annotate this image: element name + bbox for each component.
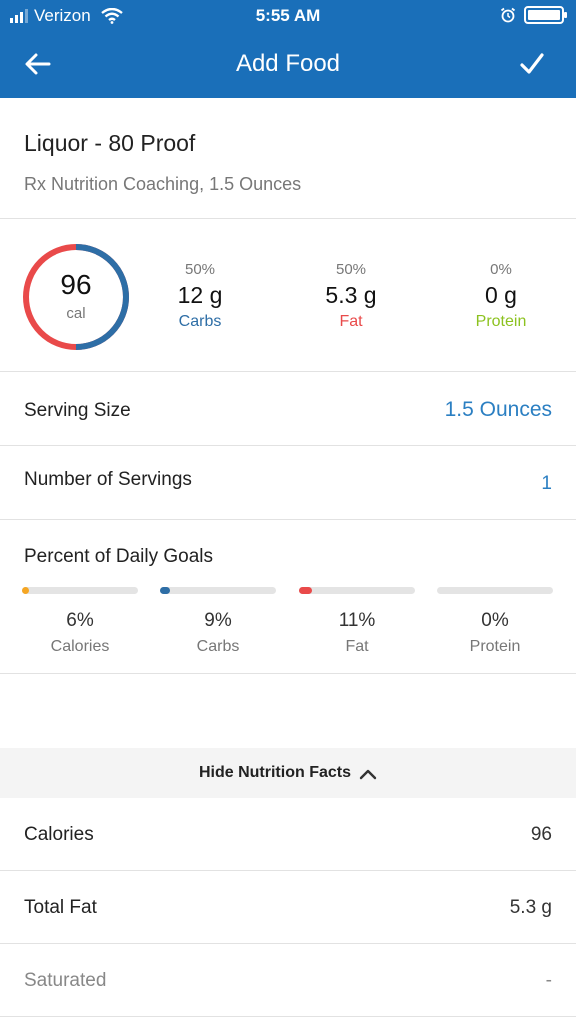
goal-label: Fat [345, 638, 369, 655]
macro-protein: 0% 0 g Protein [441, 261, 561, 331]
serving-size-label: Serving Size [24, 400, 131, 421]
servings-row[interactable]: Number of Servings 1 [0, 446, 576, 520]
goal-percent: 6% [66, 610, 94, 631]
nutrition-label: Total Fat [24, 897, 97, 918]
nutrition-row-saturated: Saturated - [0, 944, 576, 1017]
goal-progress-bar [299, 587, 415, 594]
goal-progress-bar [22, 587, 138, 594]
macro-percent: 0% [490, 261, 512, 278]
goal-label: Calories [50, 638, 110, 655]
macro-amount: 5.3 g [325, 282, 377, 308]
macro-carbs: 50% 12 g Carbs [140, 261, 260, 331]
nutrition-row-calories: Calories 96 [0, 798, 576, 871]
goal-label: Protein [469, 638, 521, 655]
serving-size-value[interactable]: 1.5 Ounces [444, 398, 552, 421]
checkmark-icon[interactable] [518, 50, 546, 78]
goal-label: Carbs [196, 638, 240, 655]
daily-goals-heading: Percent of Daily Goals [24, 546, 214, 567]
food-subtitle: Rx Nutrition Coaching, 1.5 Ounces [24, 174, 302, 194]
status-bar: Verizon 5:55 AM [0, 0, 576, 32]
serving-size-row[interactable]: Serving Size 1.5 Ounces [0, 372, 576, 446]
app-bar: Add Food [0, 32, 576, 98]
nutrition-value: 5.3 g [509, 897, 552, 918]
nutrition-label: Calories [24, 824, 94, 845]
battery-icon [524, 6, 567, 24]
hide-nutrition-facts-label: Hide Nutrition Facts [198, 764, 351, 781]
goal-percent: 11% [338, 610, 376, 631]
daily-goals: Percent of Daily Goals 6% Calories 9% Ca… [0, 520, 576, 674]
nutrition-row-total-fat: Total Fat 5.3 g [0, 871, 576, 944]
calorie-unit: cal [66, 305, 86, 322]
macro-fat: 50% 5.3 g Fat [291, 261, 411, 331]
nutrition-value: - [545, 970, 552, 991]
servings-label: Number of Servings [24, 469, 192, 490]
goal-progress-bar [437, 587, 553, 594]
calorie-value: 96 [60, 269, 92, 300]
status-time: 5:55 AM [255, 6, 321, 25]
nutrition-value: 96 [530, 824, 552, 845]
macro-label: Protein [475, 313, 527, 330]
macro-summary: 96 cal 50% 12 g Carbs 50% 5.3 g Fat 0% 0… [0, 219, 576, 372]
food-name: Liquor - 80 Proof [24, 130, 196, 156]
macro-label: Carbs [178, 313, 222, 330]
goal-protein: 0% Protein [437, 587, 553, 656]
hide-nutrition-facts-button[interactable]: Hide Nutrition Facts [0, 748, 576, 798]
status-right [500, 6, 567, 24]
carrier-info: Verizon [10, 6, 123, 26]
goal-fat: 11% Fat [299, 587, 415, 656]
goal-carbs: 9% Carbs [160, 587, 276, 656]
page-title: Add Food [235, 50, 341, 77]
chevron-up-icon [359, 769, 377, 780]
wifi-icon [100, 8, 123, 24]
macro-percent: 50% [184, 261, 216, 278]
macro-label: Fat [339, 313, 363, 330]
goal-percent: 0% [481, 610, 509, 631]
signal-icon [10, 9, 28, 23]
calorie-ring [23, 244, 129, 350]
macro-amount: 0 g [485, 282, 517, 308]
macro-amount: 12 g [177, 282, 223, 308]
carrier-name: Verizon [34, 6, 91, 25]
back-arrow-icon[interactable] [24, 50, 52, 78]
goal-calories: 6% Calories [22, 587, 138, 656]
servings-value[interactable]: 1 [541, 473, 552, 494]
macro-percent: 50% [335, 261, 367, 278]
goal-progress-bar [160, 587, 276, 594]
nutrition-label: Saturated [24, 970, 107, 991]
alarm-icon [500, 7, 516, 23]
goal-percent: 9% [204, 610, 232, 631]
food-header: Liquor - 80 Proof Rx Nutrition Coaching,… [0, 98, 576, 219]
